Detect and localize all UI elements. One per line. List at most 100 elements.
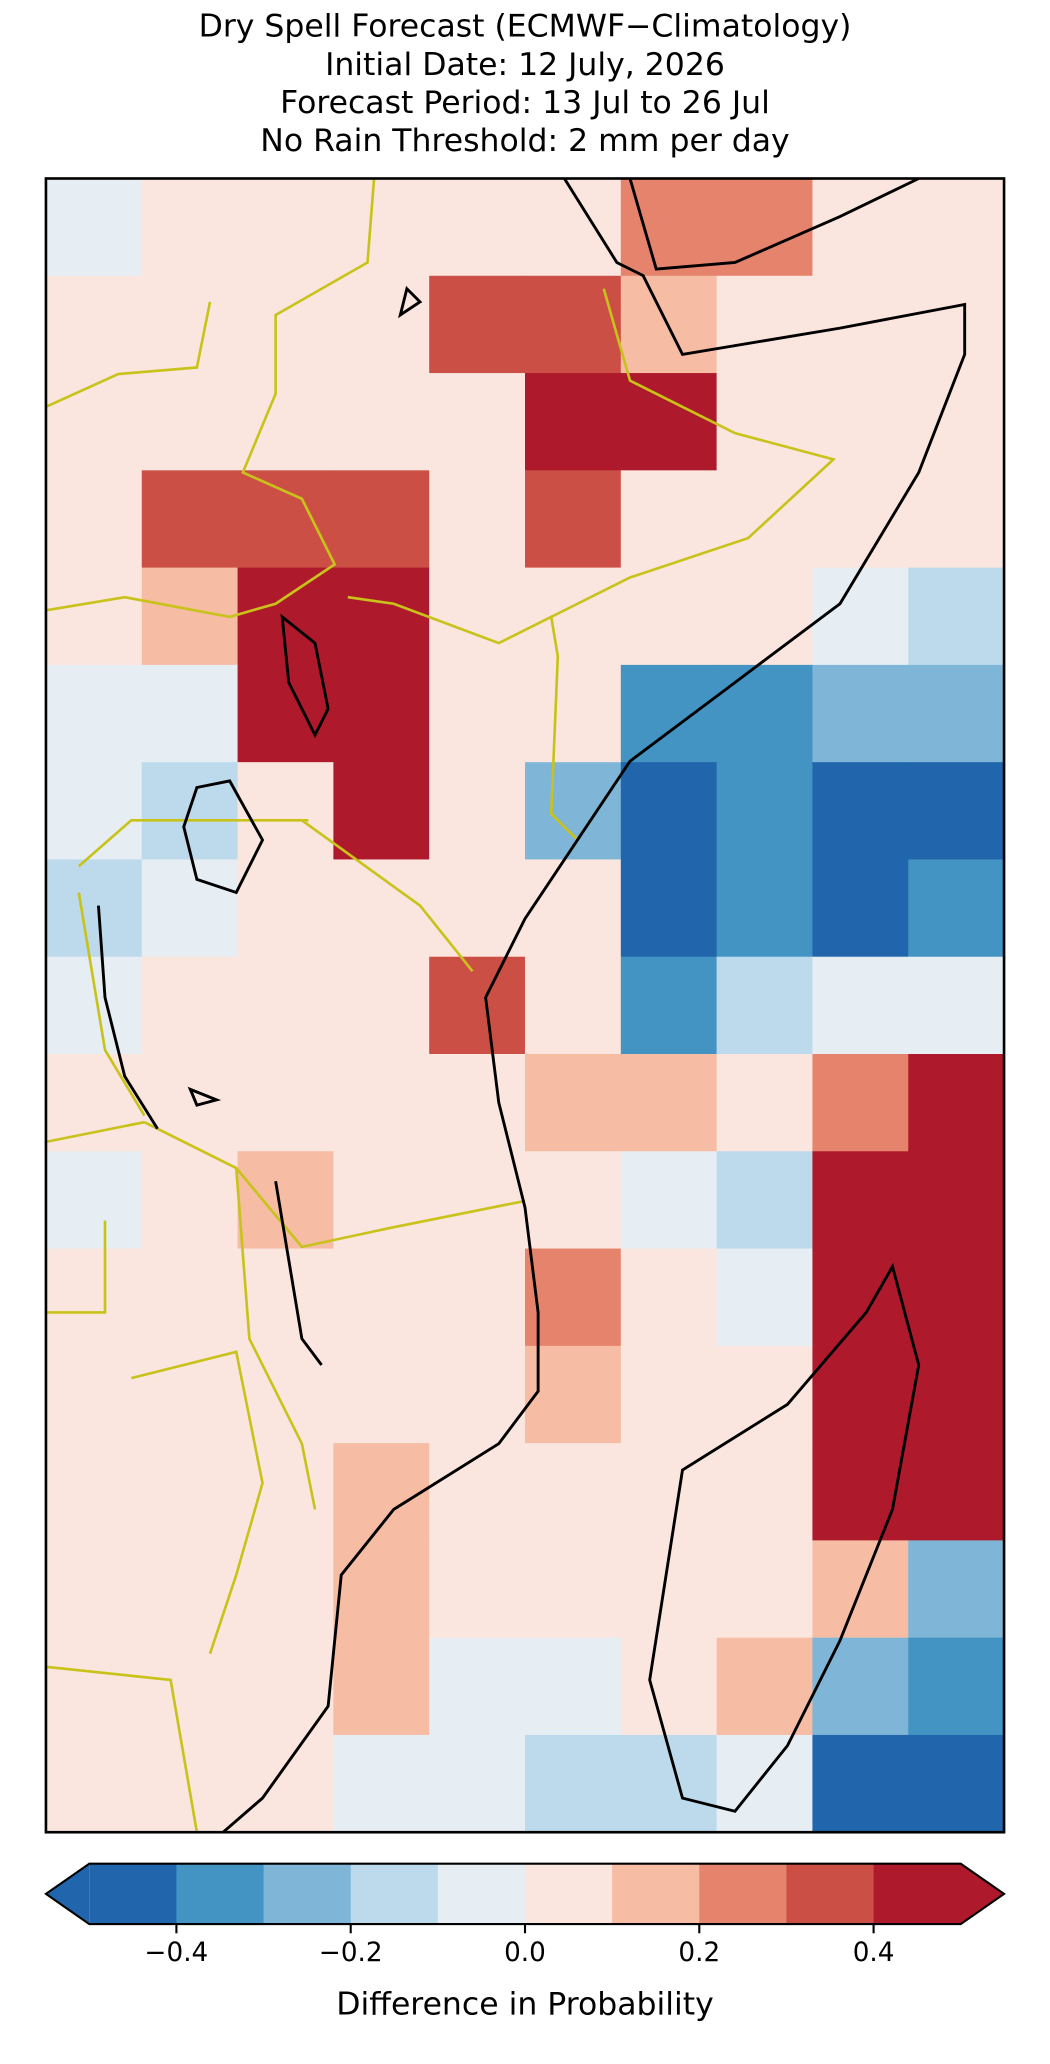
- grid-cell: [525, 1637, 622, 1736]
- colorbar-tick-label: 0.0: [504, 1938, 546, 1968]
- colorbar-label: Difference in Probability: [336, 1987, 713, 2023]
- grid-cell: [812, 1248, 909, 1347]
- grid-cell: [525, 1734, 622, 1833]
- colorbar-segment: [873, 1863, 962, 1925]
- grid-cell: [237, 373, 335, 471]
- grid-cell: [429, 373, 526, 471]
- chart-title: Initial Date: 12 July, 2026: [325, 47, 725, 83]
- grid-cell: [45, 1637, 143, 1736]
- grid-cell: [429, 178, 526, 277]
- grid-cell: [141, 178, 239, 277]
- grid-cell: [141, 470, 239, 569]
- grid-cell: [716, 664, 814, 763]
- grid-cell: [141, 1053, 239, 1152]
- grid-cell: [525, 762, 622, 861]
- colorbar-segment: [176, 1863, 265, 1925]
- grid-cell: [620, 373, 718, 471]
- grid-cell: [812, 1637, 909, 1736]
- grid-cell: [525, 1443, 622, 1542]
- grid-cell: [716, 1053, 814, 1152]
- grid-cell: [908, 1248, 1005, 1347]
- grid-cell: [620, 956, 718, 1055]
- grid-cell: [429, 762, 526, 861]
- grid-cell: [812, 1053, 909, 1152]
- grid-cell: [141, 1345, 239, 1444]
- grid-cell: [525, 1151, 622, 1250]
- grid-cell: [812, 1734, 909, 1833]
- grid-cell: [429, 275, 526, 374]
- grid-cell: [812, 664, 909, 763]
- grid-cell: [333, 470, 430, 569]
- grid-cell: [429, 956, 526, 1055]
- grid-cell: [525, 470, 622, 569]
- grid-cell: [908, 762, 1005, 861]
- grid-cell: [716, 1345, 814, 1444]
- grid-cell: [620, 567, 718, 666]
- grid-cell: [716, 275, 814, 374]
- grid-cell: [812, 1443, 909, 1542]
- grid-cell: [716, 859, 814, 958]
- grid-cell: [333, 1734, 430, 1833]
- grid-cell: [45, 859, 143, 958]
- grid-cell: [237, 1734, 335, 1833]
- grid-cell: [237, 1053, 335, 1152]
- grid-cell: [237, 1540, 335, 1639]
- colorbar-outline: [44, 1862, 1006, 1926]
- grid-cell: [620, 178, 718, 277]
- grid-cell: [45, 1053, 143, 1152]
- grid-cell: [525, 567, 622, 666]
- grid-cell: [141, 859, 239, 958]
- grid-cell: [908, 275, 1005, 374]
- chart-title: No Rain Threshold: 2 mm per day: [260, 123, 789, 159]
- grid-cell: [141, 1734, 239, 1833]
- grid-cell: [141, 664, 239, 763]
- grid-cell: [908, 373, 1005, 471]
- grid-cell: [716, 1151, 814, 1250]
- grid-cell: [45, 470, 143, 569]
- chart-title: Forecast Period: 13 Jul to 26 Jul: [280, 85, 770, 121]
- grid-cell: [45, 664, 143, 763]
- grid-cell: [429, 664, 526, 763]
- grid-cell: [908, 178, 1005, 277]
- grid-cell: [237, 1248, 335, 1347]
- grid-cell: [333, 1248, 430, 1347]
- grid-cell: [333, 567, 430, 666]
- grid-cell: [908, 1053, 1005, 1152]
- grid-cell: [45, 1540, 143, 1639]
- grid-cell: [333, 275, 430, 374]
- grid-cell: [333, 1637, 430, 1736]
- grid-cell: [812, 178, 909, 277]
- grid-cell: [716, 178, 814, 277]
- grid-cell: [45, 275, 143, 374]
- grid-cell: [45, 762, 143, 861]
- grid-cell: [333, 859, 430, 958]
- grid-cell: [141, 1443, 239, 1542]
- grid-cell: [908, 1345, 1005, 1444]
- grid-cell: [620, 1151, 718, 1250]
- field: [45, 178, 1005, 1833]
- grid-cell: [237, 664, 335, 763]
- grid-cell: [333, 1053, 430, 1152]
- grid-cell: [525, 664, 622, 763]
- grid-cell: [237, 1443, 335, 1542]
- grid-cell: [525, 956, 622, 1055]
- colorbar-segment: [525, 1863, 613, 1925]
- colorbar-segment: [699, 1863, 788, 1925]
- grid-cell: [141, 275, 239, 374]
- grid-cell: [716, 1540, 814, 1639]
- grid-cell: [237, 859, 335, 958]
- grid-cell: [908, 1443, 1005, 1542]
- grid-cell: [429, 1734, 526, 1833]
- grid-cell: [716, 762, 814, 861]
- grid-cell: [620, 1053, 718, 1152]
- grid-cell: [525, 373, 622, 471]
- grid-cell: [333, 1540, 430, 1639]
- grid-cell: [141, 1248, 239, 1347]
- colorbar: −0.4 −0.2 0.0 0.2 0.4: [44, 1862, 1006, 1968]
- grid-cell: [45, 1151, 143, 1250]
- grid-cell: [333, 762, 430, 861]
- grid-cell: [429, 567, 526, 666]
- colorbar-segment: [612, 1863, 700, 1925]
- grid-cell: [716, 1443, 814, 1542]
- grid-cell: [908, 664, 1005, 763]
